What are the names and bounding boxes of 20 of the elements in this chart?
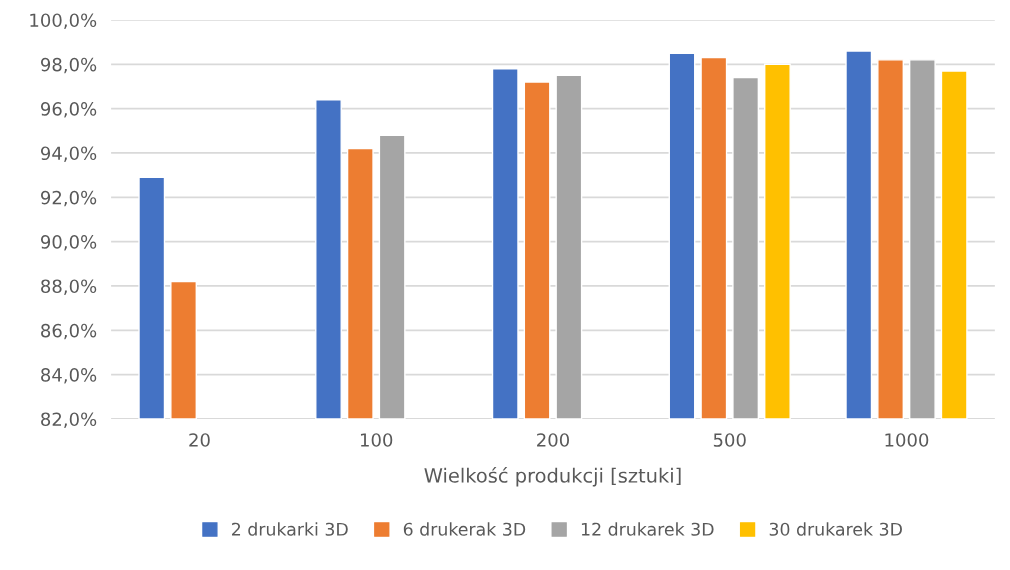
legend-label: 2 drukarki 3D [232,522,348,536]
x-tick-label: 100 [360,433,393,447]
y-tick-label: 96,0% [40,102,97,118]
x-tick-label: 1000 [885,433,929,447]
y-tick-label: 90,0% [40,235,97,251]
y-tick-label: 82,0% [41,412,97,428]
x-tick-label: 200 [537,433,570,447]
y-tick-label: 86,0% [41,323,97,340]
x-axis-title: Wielkość produkcji [sztuki] [424,466,681,487]
x-tick-label: 20 [189,433,210,447]
y-tick-label: 98,0% [40,57,97,74]
legend-label: 12 drukarek 3D [581,522,714,536]
x-tick-label: 500 [713,433,746,447]
legend-label: 6 drukerak 3D [403,522,526,536]
legend-label: 30 drukarek 3D [769,522,902,536]
y-tick-label: 84,0% [41,368,97,384]
y-tick-label: 88,0% [41,279,97,295]
y-tick-label: 100,0% [30,13,97,29]
y-tick-label: 92,0% [40,190,97,207]
y-tick-label: 94,0% [40,146,97,162]
